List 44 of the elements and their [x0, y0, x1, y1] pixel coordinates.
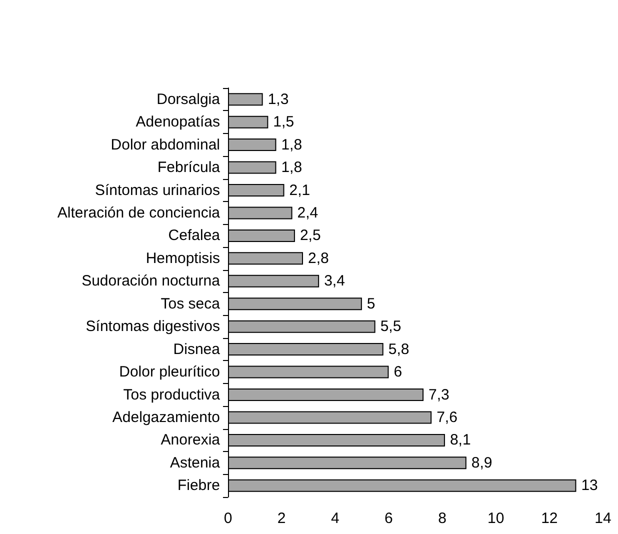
x-tick-label: 2 [277, 510, 286, 527]
x-tick-label: 12 [541, 510, 558, 527]
y-tick-label: Anorexia [160, 432, 221, 449]
data-label: 2,5 [300, 227, 321, 244]
y-tick-label: Síntomas urinarios [94, 182, 220, 199]
data-label: 5,8 [388, 340, 410, 358]
data-label: 1,3 [268, 90, 289, 108]
data-label: 2,1 [289, 182, 310, 199]
data-label: 2,8 [308, 250, 329, 267]
data-label: 2,4 [297, 204, 318, 222]
data-label: 3,4 [324, 272, 345, 290]
y-tick-label: Dorsalgia [156, 90, 221, 108]
y-tick-label: Sudoración nocturna [82, 272, 221, 290]
y-tick-label: Cefalea [168, 227, 221, 244]
data-label: 1,8 [281, 136, 302, 154]
data-label: 1,8 [281, 159, 302, 176]
data-label: 7,6 [436, 408, 458, 426]
y-tick-label: Febrícula [157, 159, 221, 176]
data-label: 5,5 [380, 318, 402, 336]
y-tick-label: Hemoptisis [146, 250, 220, 267]
data-label: 5 [366, 295, 376, 312]
data-label: 8,1 [450, 432, 471, 449]
data-label: 1,5 [273, 114, 294, 131]
y-tick-label: Síntomas digestivos [86, 318, 220, 336]
x-tick-label: 6 [384, 510, 393, 527]
x-tick-label: 14 [594, 510, 612, 527]
data-label: 6 [394, 364, 402, 381]
x-tick-label: 10 [488, 510, 504, 527]
data-label: 13 [581, 477, 598, 494]
y-tick-label: Disnea [173, 340, 221, 358]
y-tick-label: Fiebre [177, 477, 220, 494]
y-tick-label: Alteración de conciencia [57, 204, 221, 222]
y-tick-label: Adelgazamiento [112, 408, 220, 426]
y-tick-label: Adenopatías [136, 114, 220, 131]
x-tick-label: 8 [438, 510, 446, 527]
x-tick-label: 0 [224, 510, 232, 527]
y-tick-label: Dolor abdominal [110, 136, 220, 154]
y-tick-label: Dolor pleurítico [119, 364, 220, 381]
y-tick-label: Tos productiva [123, 386, 221, 404]
data-label: 7,3 [428, 386, 450, 404]
data-label: 8,9 [471, 454, 492, 472]
y-tick-label: Tos seca [160, 295, 221, 312]
x-tick-label: 4 [330, 510, 340, 527]
y-tick-label: Astenia [170, 454, 221, 472]
